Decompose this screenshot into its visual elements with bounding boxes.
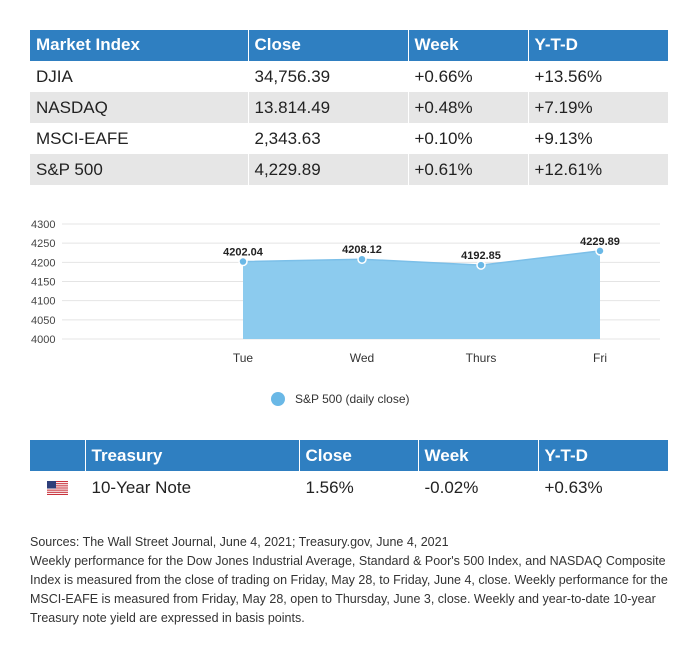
header-week: Week [418, 440, 539, 471]
cell-ytd: +0.63% [544, 477, 603, 497]
data-label: 4208.12 [342, 244, 382, 256]
cell-index-name: DJIA [30, 60, 249, 92]
table-row: 10-Year Note 1.56% -0.02% +0.63% [30, 471, 668, 504]
data-point [476, 260, 486, 270]
cell-week: +0.10% [408, 123, 529, 154]
cell-close: 1.56% [299, 471, 419, 504]
data-label: 4192.85 [461, 250, 501, 262]
data-point [238, 256, 248, 267]
footnotes: Sources: The Wall Street Journal, June 4… [30, 533, 680, 628]
x-tick-label: Tue [233, 351, 254, 365]
data-label: 4229.89 [580, 236, 620, 248]
data-point [357, 254, 367, 264]
header-close: Close [248, 30, 409, 61]
legend-swatch [271, 392, 285, 406]
cell-ytd: +12.61% [528, 154, 668, 185]
cell-close: 34,756.39 [248, 60, 409, 92]
table-row: DJIA 34,756.39 +0.66% +13.56% [30, 60, 668, 92]
y-tick-label: 4000 [31, 334, 55, 346]
us-flag-icon [46, 481, 68, 496]
cell-ytd: +7.19% [528, 92, 668, 123]
y-tick-label: 4250 [31, 238, 55, 250]
header-treasury: Treasury [85, 440, 300, 471]
header-ytd: Y-T-D [528, 30, 668, 61]
x-tick-label: Fri [593, 351, 607, 365]
cell-week: +0.61% [408, 154, 529, 185]
cell-ytd: +13.56% [528, 60, 668, 92]
series-area [243, 250, 600, 339]
cell-close: 13.814.49 [248, 92, 409, 123]
legend-label: S&P 500 (daily close) [295, 392, 410, 406]
sp500-area-chart: 4000 4050 4100 4150 4200 4250 4300 4202.04 4208.… [31, 219, 660, 406]
market-index-table: Market Index Close Week Y-T-D DJIA 34,75… [30, 30, 668, 185]
y-tick-label: 4300 [31, 219, 55, 231]
header-flag [30, 440, 86, 471]
table-row: MSCI-EAFE 2,343.63 +0.10% +9.13% [30, 123, 668, 154]
flag-cell [30, 471, 86, 504]
cell-week: -0.02% [418, 471, 539, 504]
cell-ytd: +9.13% [534, 128, 593, 148]
cell-security-name: 10-Year Note [85, 471, 300, 504]
sources-note: Sources: The Wall Street Journal, June 4… [30, 535, 449, 549]
cell-index-name: NASDAQ [30, 92, 249, 123]
y-tick-label: 4050 [31, 315, 55, 327]
data-point [595, 246, 605, 256]
data-label: 4202.04 [223, 247, 264, 259]
cell-close: 4,229.89 [248, 154, 409, 185]
cell-week: +0.48% [408, 92, 529, 123]
table-header-row: Market Index Close Week Y-T-D [30, 30, 668, 61]
cell-close: 2,343.63 [248, 123, 409, 154]
cell-week: +0.66% [408, 60, 529, 92]
treasury-table: Treasury Close Week Y-T-D 10- [30, 440, 668, 504]
series-line [242, 250, 601, 266]
table-row: NASDAQ 13.814.49 +0.48% +7.19% [30, 92, 668, 123]
cell-index-name: S&P 500 [30, 154, 249, 185]
header-market-index: Market Index [30, 30, 249, 61]
header-week: Week [408, 30, 529, 61]
header-close: Close [299, 440, 419, 471]
cell-index-name: MSCI-EAFE [30, 123, 249, 154]
x-tick-label: Wed [350, 351, 374, 365]
x-tick-label: Thurs [466, 351, 497, 365]
header-ytd: Y-T-D [538, 440, 668, 471]
y-tick-label: 4100 [31, 296, 55, 308]
methodology-note: Weekly performance for the Dow Jones Ind… [30, 554, 668, 625]
table-row: S&P 500 4,229.89 +0.61% +12.61% [30, 154, 668, 185]
y-tick-label: 4150 [31, 277, 55, 289]
y-tick-label: 4200 [31, 257, 55, 269]
table-header-row: Treasury Close Week Y-T-D [30, 440, 668, 471]
